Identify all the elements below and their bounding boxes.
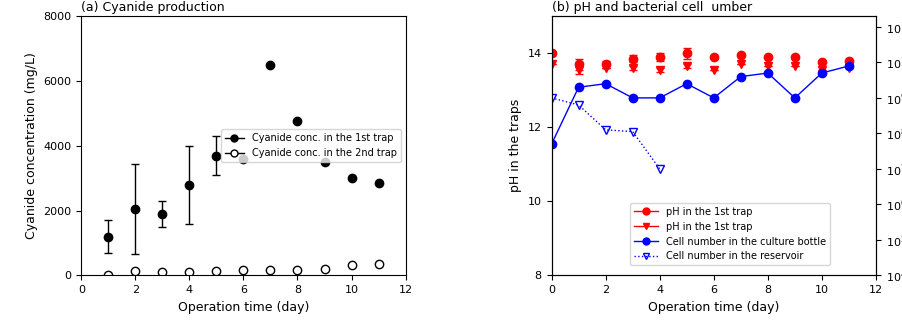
X-axis label: Operation time (day): Operation time (day) [178, 301, 308, 314]
X-axis label: Operation time (day): Operation time (day) [648, 301, 778, 314]
Legend: pH in the 1st trap, pH in the 1st trap, Cell number in the culture bottle, Cell : pH in the 1st trap, pH in the 1st trap, … [630, 203, 829, 265]
Y-axis label: pH in the traps: pH in the traps [509, 99, 521, 192]
Text: (b) pH and bacterial cell  umber: (b) pH and bacterial cell umber [551, 1, 750, 14]
Text: (a) Cyanide production: (a) Cyanide production [81, 1, 225, 14]
Legend: Cyanide conc. in the 1st trap, Cyanide conc. in the 2nd trap: Cyanide conc. in the 1st trap, Cyanide c… [220, 130, 400, 162]
Y-axis label: Cyanide concentration (mg/L): Cyanide concentration (mg/L) [25, 52, 38, 239]
